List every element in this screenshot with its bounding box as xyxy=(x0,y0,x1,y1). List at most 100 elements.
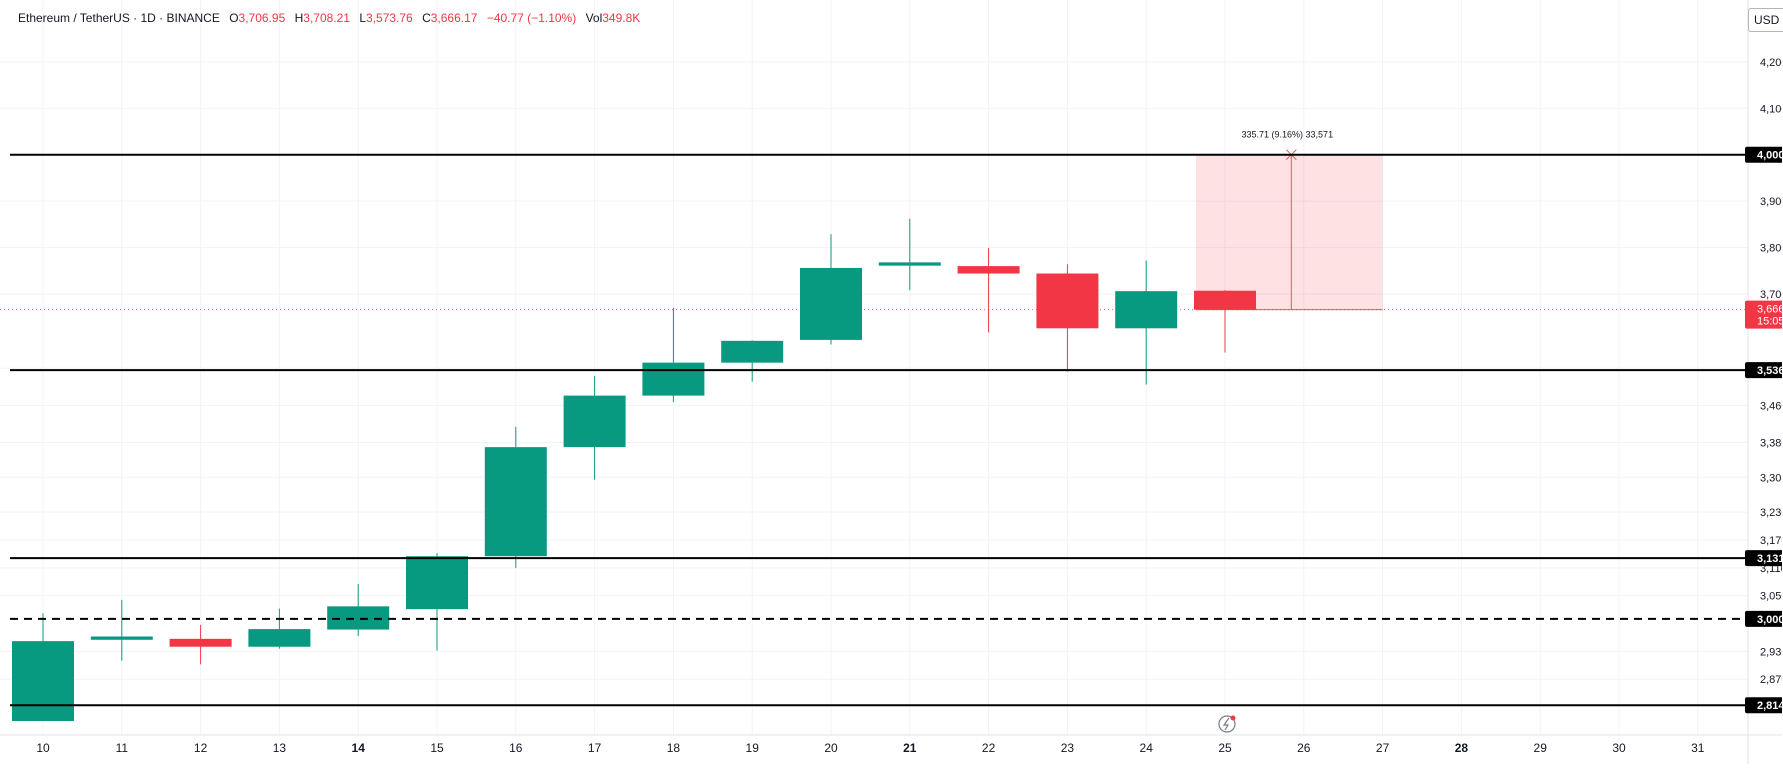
candle-body xyxy=(1036,273,1099,329)
candle-25 xyxy=(1194,290,1256,353)
high-value: 3,708.21 xyxy=(303,11,350,25)
level-price-label: 2,814 xyxy=(1757,700,1783,712)
candle-13 xyxy=(248,608,311,649)
candle-body xyxy=(1115,291,1178,329)
candle-16 xyxy=(484,426,547,568)
candle-22 xyxy=(957,247,1020,333)
price-tick-label: 3,800 xyxy=(1760,243,1783,255)
low-label: L xyxy=(359,11,367,25)
price-tick-label: 3,230 xyxy=(1760,507,1783,519)
time-tick-label: 14 xyxy=(352,741,366,755)
price-tick-label: 4,100 xyxy=(1760,103,1783,115)
time-tick-label: 18 xyxy=(667,741,681,755)
event-marker-circle xyxy=(1218,715,1236,733)
time-tick-label: 22 xyxy=(982,741,996,755)
measure-label: 335.71 (9.16%) 33,571 xyxy=(1242,130,1334,140)
symbol-title[interactable]: Ethereum / TetherUS · 1D · BINANCE xyxy=(18,11,220,25)
change-value: −40.77 (−1.10%) xyxy=(486,11,577,25)
time-tick-label: 30 xyxy=(1612,741,1626,755)
candle-body xyxy=(90,636,153,640)
level-price-label: 4,000 xyxy=(1757,150,1783,162)
price-tick-label: 3,050 xyxy=(1760,591,1783,603)
candle-10 xyxy=(12,613,74,721)
time-tick-label: 19 xyxy=(746,741,760,755)
currency-label[interactable]: USD xyxy=(1748,8,1783,32)
last-price-countdown: 15:05 xyxy=(1757,316,1783,328)
candle-body xyxy=(1194,290,1256,310)
time-tick-label: 29 xyxy=(1534,741,1548,755)
high-label: H xyxy=(294,11,304,25)
candle-body xyxy=(248,629,311,647)
time-tick-label: 27 xyxy=(1376,741,1390,755)
time-tick-label: 21 xyxy=(903,741,917,755)
candle-body xyxy=(169,638,232,647)
volume-label: Vol xyxy=(585,11,603,25)
price-tick-label: 2,870 xyxy=(1760,674,1783,686)
price-tick-label: 3,380 xyxy=(1760,437,1783,449)
symbol-header: Ethereum / TetherUS · 1D · BINANCE O3,70… xyxy=(18,11,640,25)
time-tick-label: 31 xyxy=(1691,741,1705,755)
level-price-tag xyxy=(1745,146,1783,163)
price-tick-label: 3,900 xyxy=(1760,196,1783,208)
candle-body xyxy=(721,340,784,363)
candle-20 xyxy=(800,234,862,345)
time-tick-label: 25 xyxy=(1218,741,1232,755)
price-tick-label: 2,930 xyxy=(1760,646,1783,658)
level-price-label: 3,000 xyxy=(1757,614,1783,626)
time-tick-label: 20 xyxy=(824,741,838,755)
candle-17 xyxy=(563,376,626,480)
candle-12 xyxy=(169,624,232,665)
time-tick-label: 16 xyxy=(509,741,523,755)
event-marker-dot xyxy=(1230,715,1236,721)
open-value: 3,706.95 xyxy=(238,11,286,25)
last-price-tag xyxy=(1745,300,1783,329)
time-tick-label: 26 xyxy=(1297,741,1311,755)
time-tick-label: 24 xyxy=(1140,741,1154,755)
open-label: O xyxy=(229,11,239,25)
time-tick-label: 10 xyxy=(36,741,50,755)
time-tick-label: 28 xyxy=(1455,741,1469,755)
lightning-icon xyxy=(1222,717,1230,731)
level-price-label: 3,131 xyxy=(1757,553,1783,565)
candle-body xyxy=(800,267,862,340)
price-tick-label: 4,200 xyxy=(1760,57,1783,69)
event-marker-icon[interactable] xyxy=(1218,715,1236,733)
candle-body xyxy=(406,556,468,610)
price-tick-label: 3,460 xyxy=(1760,400,1783,412)
candle-18 xyxy=(642,307,705,403)
candle-body xyxy=(12,641,74,721)
candle-body xyxy=(878,262,941,266)
candle-body xyxy=(563,395,626,448)
time-tick-label: 13 xyxy=(273,741,287,755)
price-tick-label: 3,170 xyxy=(1760,535,1783,547)
level-price-tag xyxy=(1745,362,1783,379)
level-price-label: 3,536 xyxy=(1757,365,1783,377)
level-price-tag xyxy=(1745,550,1783,567)
candle-body xyxy=(484,447,547,557)
candle-body xyxy=(957,266,1020,274)
candle-14 xyxy=(327,584,390,637)
time-tick-label: 23 xyxy=(1061,741,1075,755)
time-tick-label: 12 xyxy=(194,741,208,755)
candle-23 xyxy=(1036,264,1099,372)
candle-24 xyxy=(1115,260,1178,385)
candle-21 xyxy=(878,218,941,291)
candle-15 xyxy=(406,552,468,651)
level-price-tag xyxy=(1745,610,1783,627)
candle-19 xyxy=(721,340,784,382)
level-price-tag xyxy=(1745,697,1783,714)
candle-11 xyxy=(90,599,153,661)
time-tick-label: 11 xyxy=(116,741,129,755)
measure-range-box xyxy=(1196,154,1383,310)
low-value: 3,573.76 xyxy=(366,11,413,25)
last-price-label: 3,666.17 xyxy=(1757,304,1783,316)
close-value: 3,666.17 xyxy=(430,11,478,25)
close-label: C xyxy=(422,11,431,25)
candle-body xyxy=(327,606,390,630)
price-tick-label: 3,700 xyxy=(1760,289,1783,301)
candle-body xyxy=(642,362,705,396)
time-tick-label: 17 xyxy=(588,741,602,755)
